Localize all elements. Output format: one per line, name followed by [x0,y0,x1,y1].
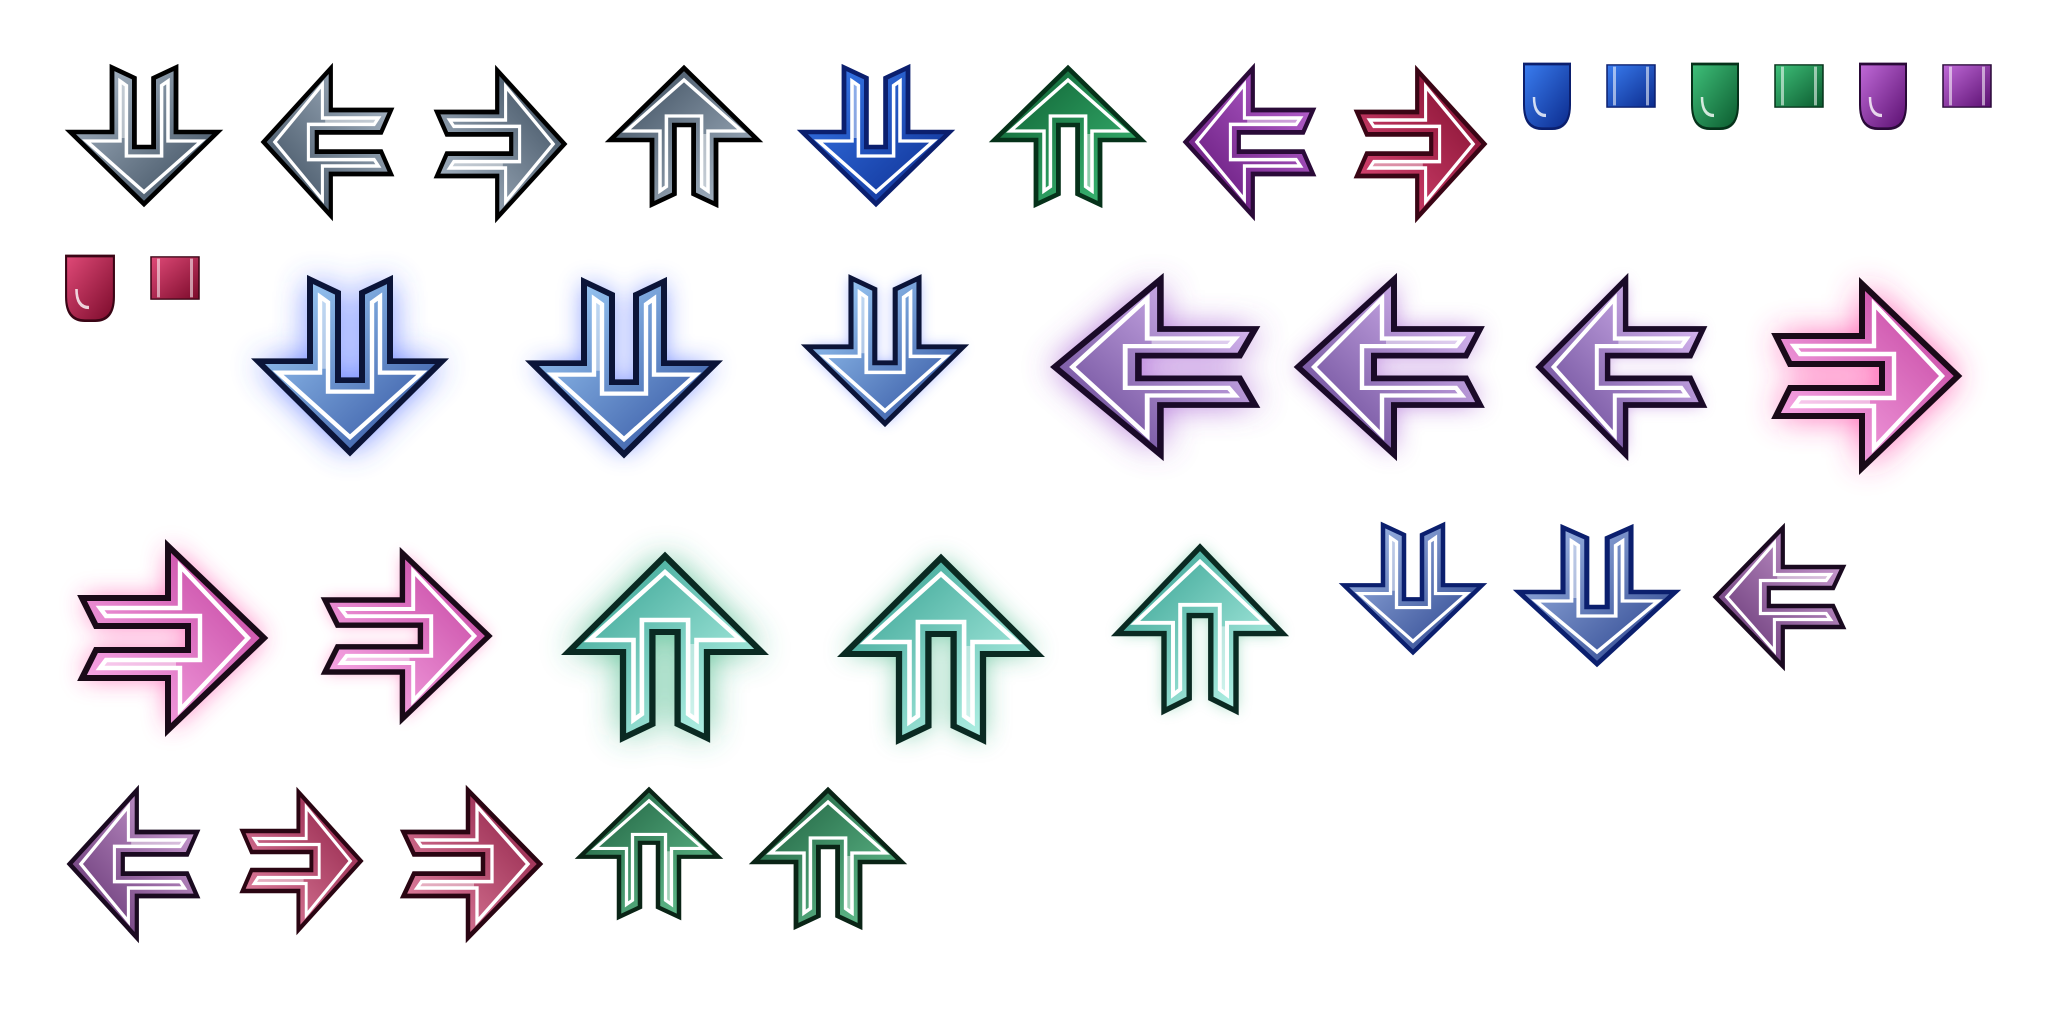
hold-cap-green-icon [1690,62,1740,130]
arrow-left-lilac-icon [1290,272,1490,462]
arrow-up-gray-icon [604,62,764,212]
hold-cap-red-icon [64,254,116,322]
arrow-right-red-icon [1350,64,1490,224]
arrow-left-plum-icon [1710,522,1850,672]
arrow-up-mint-icon [1110,540,1290,720]
arrow-right-rose-icon [396,784,546,944]
arrow-left-lilac-icon [1046,272,1266,462]
arrow-down-sky-icon [524,272,724,462]
hold-cap-purple-icon [1858,62,1908,130]
arrow-down-blue-icon [796,60,956,210]
hold-body-blue-icon [1606,64,1656,108]
arrow-left-purple-icon [1180,62,1320,222]
hold-body-red-icon [150,256,200,300]
arrow-right-pink-icon [316,546,496,726]
arrow-up-mint-icon [836,550,1046,750]
arrow-up-forest-icon [748,784,908,934]
arrow-up-forest-icon [574,784,724,924]
hold-body-purple-icon [1942,64,1992,108]
arrow-left-lilac-icon [1532,272,1712,462]
hold-body-green-icon [1774,64,1824,108]
arrow-right-gray-icon [430,64,570,224]
arrow-up-mint-icon [560,548,770,748]
arrow-right-pink-icon [72,538,272,738]
arrow-right-rose-icon [236,786,366,936]
arrow-down-sky-icon [800,270,970,430]
hold-cap-blue-icon [1522,62,1572,130]
arrow-up-green-icon [988,62,1148,212]
arrow-down-steel-icon [1338,518,1488,658]
arrow-right-pink-icon [1766,276,1966,476]
arrow-left-gray-icon [258,62,398,222]
arrow-down-gray-icon [64,60,224,210]
arrow-left-plum-icon [64,784,204,944]
arrow-down-steel-icon [1512,520,1682,670]
arrow-down-sky-icon [250,270,450,460]
